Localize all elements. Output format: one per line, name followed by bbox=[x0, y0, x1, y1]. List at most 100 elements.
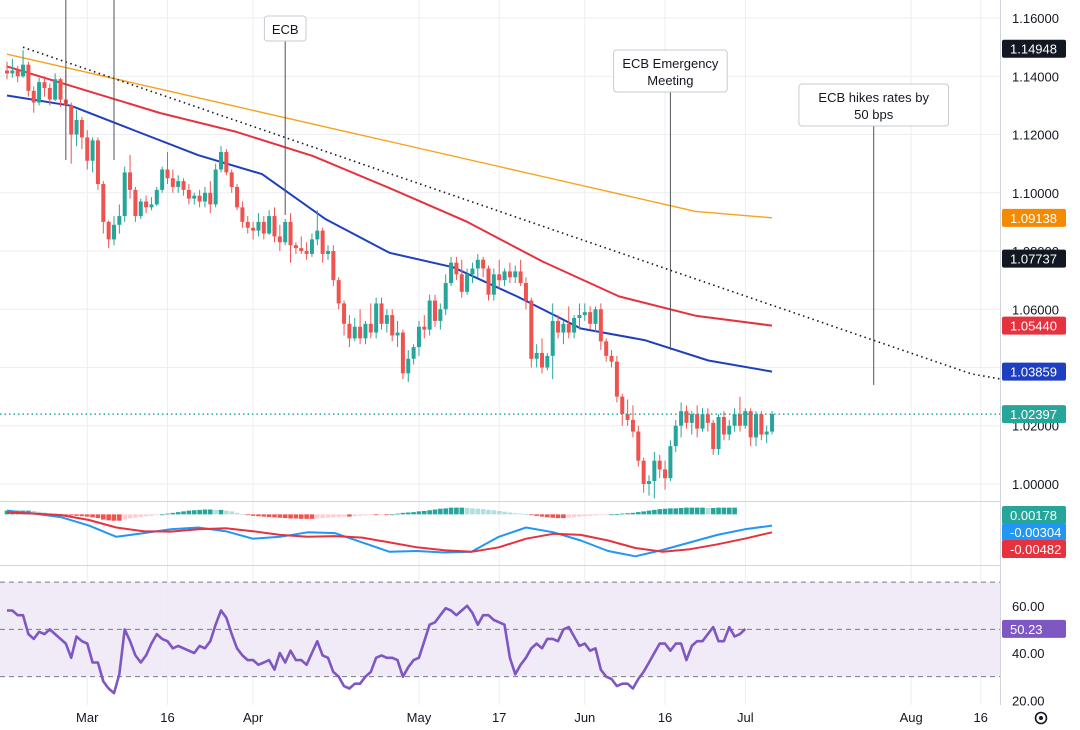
macd-histogram-bar bbox=[352, 514, 358, 517]
macd-histogram-bar bbox=[422, 510, 427, 515]
candle-down bbox=[518, 271, 523, 284]
macd-histogram-bar bbox=[234, 512, 240, 515]
price-panel bbox=[0, 46, 1001, 499]
time-axis[interactable]: Mar 16 Apr May 17 Jun 16 Jul Aug 16 bbox=[76, 710, 988, 725]
candle-up bbox=[513, 271, 518, 278]
candle-up bbox=[673, 425, 678, 447]
candle-down bbox=[26, 64, 31, 91]
candle-up bbox=[727, 425, 732, 435]
candle-down bbox=[657, 460, 662, 470]
macd-histogram-bar bbox=[448, 507, 454, 515]
event-label-text: ECB Emergency bbox=[622, 56, 719, 71]
right-price-axis[interactable]: 1.160001.140001.120001.100001.080001.060… bbox=[1012, 11, 1059, 708]
macd-histogram-bar bbox=[202, 509, 208, 515]
candle-up bbox=[652, 460, 657, 482]
macd-tag-bg bbox=[1002, 506, 1066, 524]
rsi-tick-label: 40.00 bbox=[1012, 646, 1045, 661]
candle-down bbox=[588, 312, 593, 324]
macd-histogram-bar bbox=[593, 514, 598, 516]
macd-histogram-bar bbox=[518, 513, 523, 515]
candle-up bbox=[256, 221, 261, 231]
candle-up bbox=[577, 315, 582, 318]
macd-tag: -0.00304 bbox=[1010, 525, 1061, 540]
macd-histogram-bar bbox=[208, 509, 213, 515]
candle-down bbox=[69, 105, 74, 135]
candle-down bbox=[481, 259, 486, 269]
candle-down bbox=[598, 309, 603, 342]
candle-up bbox=[764, 431, 769, 435]
candle-up bbox=[443, 283, 448, 310]
macd-histogram-bar bbox=[368, 514, 374, 516]
price-tick-label: 1.10000 bbox=[1012, 186, 1059, 201]
candle-up bbox=[283, 221, 288, 243]
candle-up bbox=[689, 414, 694, 423]
macd-histogram-bar bbox=[256, 514, 261, 517]
candle-down bbox=[625, 414, 630, 420]
candle-up bbox=[647, 481, 651, 484]
macd-histogram-bar bbox=[218, 509, 224, 515]
candle-down bbox=[79, 119, 84, 138]
candle-up bbox=[416, 326, 421, 348]
macd-histogram-bar bbox=[710, 507, 716, 515]
candle-down bbox=[251, 227, 256, 231]
candle-down bbox=[614, 361, 619, 397]
gear-icon[interactable] bbox=[1034, 711, 1048, 725]
candle-up bbox=[213, 169, 218, 205]
candle-down bbox=[165, 169, 170, 179]
candle-down bbox=[759, 414, 764, 435]
macd-histogram-bar bbox=[111, 514, 117, 521]
macd-histogram-bar bbox=[539, 514, 545, 517]
price-tick-label: 1.16000 bbox=[1012, 11, 1059, 26]
candle-down bbox=[331, 251, 336, 281]
candle-down bbox=[170, 178, 175, 187]
candle-down bbox=[454, 262, 459, 275]
candle-down bbox=[15, 70, 20, 77]
macd-histogram-bar bbox=[379, 514, 384, 516]
candle-down bbox=[85, 137, 90, 161]
macd-histogram-bar bbox=[357, 514, 363, 516]
macd-histogram-bar bbox=[721, 507, 727, 515]
candle-down bbox=[128, 172, 133, 190]
price-tag: 1.09138 bbox=[1010, 211, 1057, 226]
candle-up bbox=[138, 201, 143, 217]
time-tick-label: 16 bbox=[658, 710, 672, 725]
candle-down bbox=[229, 172, 234, 187]
time-tick-label: Jun bbox=[574, 710, 595, 725]
macd-histogram-bar bbox=[411, 512, 416, 515]
candle-down bbox=[711, 422, 716, 450]
candle-up bbox=[582, 312, 587, 316]
macd-histogram-bar bbox=[304, 514, 309, 519]
candle-down bbox=[497, 274, 502, 281]
macd-histogram-bar bbox=[603, 514, 609, 516]
macd-histogram-bar bbox=[245, 514, 251, 516]
macd-histogram-bar bbox=[325, 514, 331, 518]
candle-up bbox=[267, 216, 272, 234]
event-label-text: ECB bbox=[272, 22, 299, 37]
candle-down bbox=[604, 341, 609, 356]
macd-histogram-bar bbox=[502, 511, 507, 515]
macd-histogram-bar bbox=[336, 514, 341, 517]
macd-histogram-bar bbox=[320, 514, 325, 519]
candle-up bbox=[90, 140, 95, 161]
candle-up bbox=[406, 358, 411, 374]
macd-histogram-bar bbox=[470, 508, 475, 515]
candle-up bbox=[427, 300, 432, 330]
settings-button[interactable] bbox=[1034, 711, 1048, 725]
macd-histogram-bar bbox=[261, 514, 267, 517]
candle-down bbox=[400, 332, 405, 374]
candle-down bbox=[186, 189, 191, 199]
candle-down bbox=[486, 268, 491, 295]
macd-histogram-bar bbox=[224, 510, 229, 515]
macd-histogram-bar bbox=[79, 514, 85, 517]
event-label-text: ECB hikes rates by bbox=[818, 90, 929, 105]
event-label-box bbox=[798, 83, 950, 127]
macd-histogram-bar bbox=[459, 507, 465, 515]
macd-histogram-bar bbox=[694, 507, 700, 515]
macd-histogram-bar bbox=[550, 514, 555, 518]
macd-histogram-bar bbox=[571, 514, 577, 518]
macd-histogram-bar bbox=[587, 514, 593, 516]
macd-histogram-bar bbox=[652, 509, 657, 515]
macd-histogram-bar bbox=[523, 513, 529, 515]
macd-histogram-bar bbox=[555, 514, 561, 519]
